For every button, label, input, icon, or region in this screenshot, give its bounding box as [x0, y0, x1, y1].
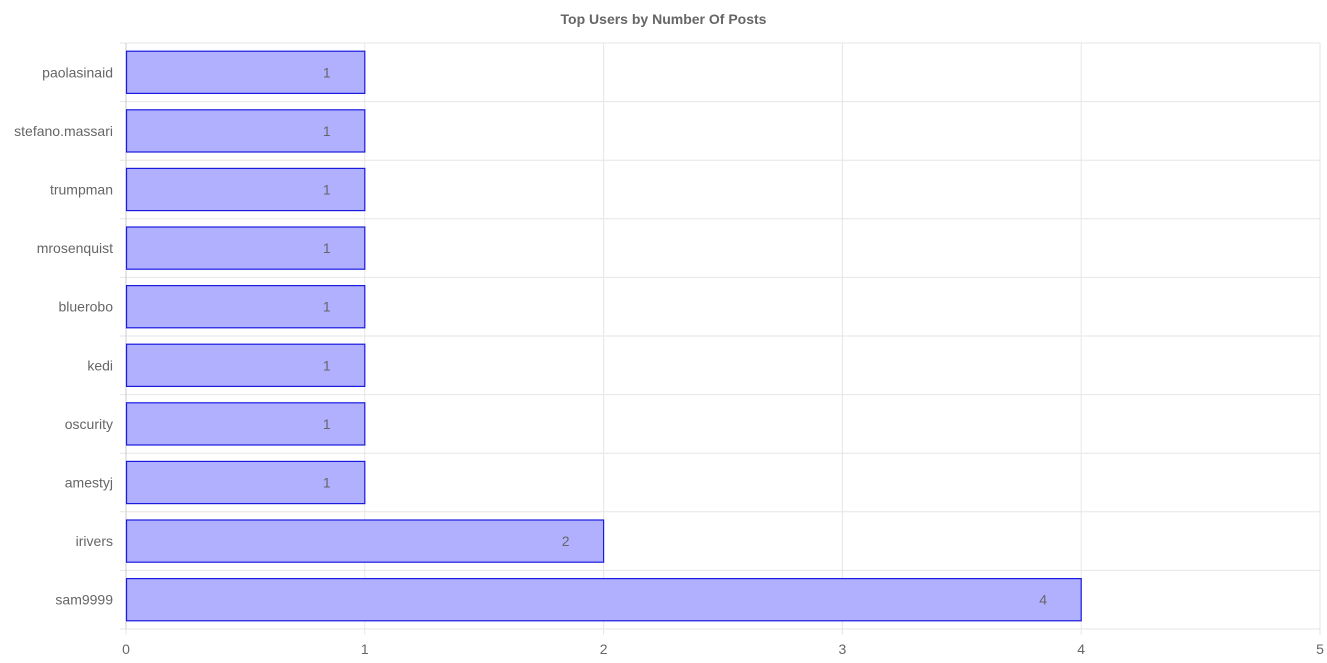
category-label: stefano.massari	[14, 123, 113, 139]
data-label: 1	[323, 182, 331, 198]
bar	[125, 519, 605, 563]
category-label: paolasinaid	[42, 64, 113, 80]
bar	[125, 50, 366, 94]
x-tick-label: 5	[1316, 641, 1324, 657]
data-label: 1	[323, 299, 331, 315]
category-label: mrosenquist	[37, 240, 113, 256]
data-label: 1	[323, 416, 331, 432]
data-label: 4	[1039, 592, 1047, 608]
x-tick-label: 2	[600, 641, 608, 657]
bar	[125, 167, 366, 212]
bar	[125, 343, 366, 387]
category-label: trumpman	[50, 182, 113, 198]
category-label: amestyj	[65, 475, 113, 491]
bar	[125, 285, 366, 329]
category-label: irivers	[76, 533, 113, 549]
x-tick-label: 4	[1077, 641, 1085, 657]
bar	[125, 402, 366, 446]
bar	[125, 109, 366, 153]
data-label: 1	[323, 475, 331, 491]
data-label: 1	[323, 123, 331, 139]
data-label: 1	[323, 357, 331, 373]
data-label: 1	[323, 64, 331, 80]
category-label: sam9999	[55, 592, 113, 608]
data-label: 2	[562, 533, 570, 549]
x-tick-label: 0	[122, 641, 130, 657]
chart-title: Top Users by Number Of Posts	[560, 11, 767, 27]
category-label: oscurity	[65, 416, 113, 432]
x-tick-label: 3	[839, 641, 847, 657]
x-tick-label: 1	[361, 641, 369, 657]
category-label: bluerobo	[59, 299, 114, 315]
bar	[125, 226, 366, 270]
category-label: kedi	[87, 357, 113, 373]
bar	[125, 578, 1082, 622]
bar	[125, 460, 366, 505]
data-label: 1	[323, 240, 331, 256]
